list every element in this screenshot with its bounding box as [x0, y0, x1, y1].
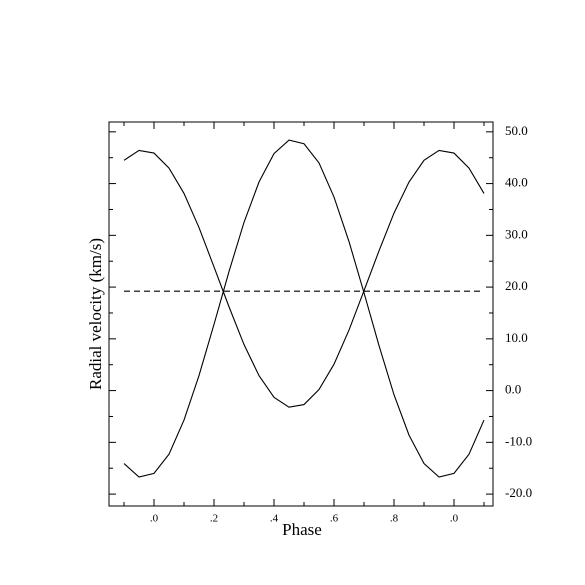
plot-frame — [108, 121, 494, 507]
x-tick-label: .4 — [270, 513, 279, 525]
y-tick-label: 30.0 — [505, 226, 528, 241]
x-axis-label: Phase — [282, 520, 322, 539]
x-tick-label: .0 — [150, 513, 159, 525]
y-tick-label: -10.0 — [505, 433, 532, 448]
velocity-curve — [123, 139, 485, 478]
x-tick-label: .2 — [210, 513, 218, 525]
y-tick-label: 0.0 — [505, 382, 521, 397]
y-tick-label: 10.0 — [505, 330, 528, 345]
x-tick-label: .6 — [330, 513, 339, 525]
y-axis-label: Radial velocity (km/s) — [86, 238, 105, 390]
x-tick-label: .8 — [390, 513, 399, 525]
y-tick-label: -20.0 — [505, 485, 532, 500]
velocity-curve — [123, 149, 485, 408]
y-tick-label: 40.0 — [505, 175, 528, 190]
y-tick-label: 50.0 — [505, 123, 528, 138]
x-tick-label: .0 — [450, 513, 459, 525]
y-tick-label: 20.0 — [505, 278, 528, 293]
